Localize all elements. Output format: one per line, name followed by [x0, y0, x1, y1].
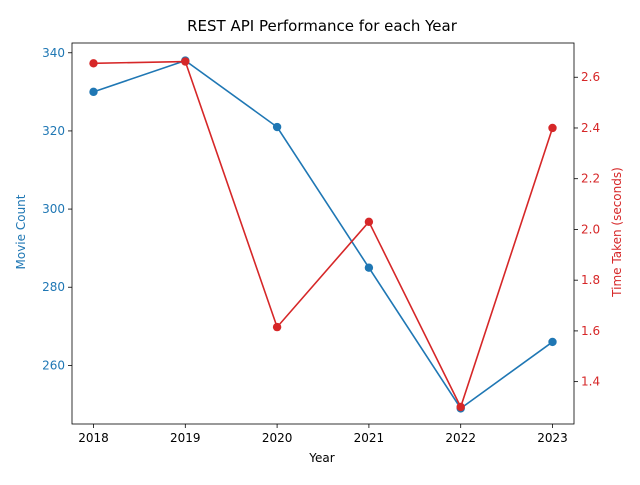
y-axis-left-label: Movie Count — [14, 194, 28, 269]
y-right-tick-label: 2.0 — [581, 222, 600, 236]
data-point-right — [364, 217, 374, 227]
series-line-left — [93, 59, 553, 410]
data-point-right — [456, 402, 465, 412]
data-point-right — [89, 59, 98, 68]
plot-frame — [71, 42, 575, 425]
data-point-right — [548, 123, 557, 133]
y-left-tick-label: 340 — [42, 46, 65, 60]
y-left-tick-label: 320 — [42, 124, 65, 138]
x-tick-label: 2023 — [537, 431, 568, 445]
data-point-right — [272, 322, 282, 332]
y-left-tick-label: 280 — [42, 280, 65, 294]
x-axis-label: Year — [308, 451, 334, 465]
y-right-tick-label: 2.2 — [581, 172, 600, 186]
x-tick-label: 2021 — [354, 431, 385, 445]
x-tick-label: 2020 — [262, 431, 293, 445]
x-tick-label: 2019 — [170, 431, 201, 445]
chart-title: REST API Performance for each Year — [187, 17, 458, 35]
x-tick-label: 2022 — [445, 431, 476, 445]
y-right-tick-label: 1.4 — [581, 375, 600, 389]
plot-area: 2018 2019 2020 2021 2022 2023 260 280 300 320 340 1… — [42, 42, 600, 445]
x-tick-label: 2018 — [78, 431, 109, 445]
data-point-left — [272, 122, 282, 132]
data-point-left — [89, 87, 98, 97]
series-line-right — [93, 60, 554, 410]
y-left-tick-label: 300 — [42, 202, 65, 216]
y-left-tick-label: 260 — [42, 358, 65, 372]
data-point-left — [548, 337, 557, 347]
data-point-left — [364, 263, 374, 272]
y-right-tick-label: 2.4 — [581, 121, 600, 135]
y-right-tick-label: 1.8 — [581, 273, 600, 287]
y-axis-right-label: Time Taken (seconds) — [610, 167, 624, 298]
y-right-tick-label: 2.6 — [581, 70, 600, 84]
data-point-right — [181, 57, 190, 66]
y-right-tick-label: 1.6 — [581, 324, 600, 338]
